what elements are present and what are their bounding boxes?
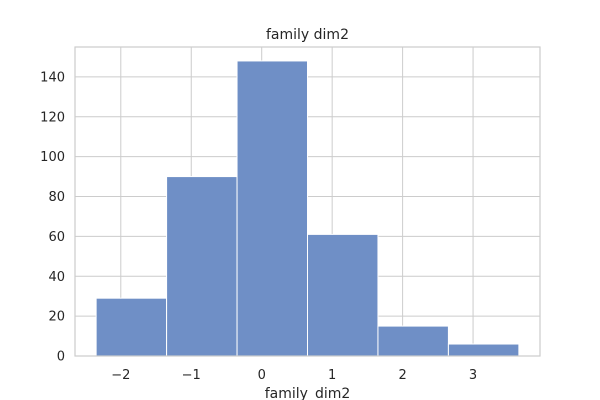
x-axis-label: family_dim2 (265, 386, 351, 400)
histogram-bar (307, 233, 379, 357)
y-tick-label: 140 (40, 70, 65, 85)
tick-labels: 0 20 40 60 80 100 120 140 −2 −1 0 1 2 3 (40, 70, 477, 383)
y-tick-label: 80 (48, 190, 65, 205)
bars (95, 60, 520, 357)
chart-title: family dim2 (266, 27, 349, 43)
y-tick-label: 100 (40, 150, 65, 165)
x-tick-label: −2 (111, 368, 130, 383)
y-tick-label: 0 (57, 350, 65, 365)
histogram-bar (236, 60, 308, 357)
y-tick-label: 60 (48, 230, 65, 245)
y-tick-label: 40 (48, 270, 65, 285)
x-tick-label: 1 (328, 368, 336, 383)
x-tick-label: 3 (469, 368, 477, 383)
y-tick-label: 20 (48, 310, 65, 325)
y-tick-label: 120 (40, 110, 65, 125)
histogram-bar (447, 343, 520, 357)
histogram-bar (95, 297, 168, 357)
plot-frame (74, 46, 541, 357)
x-tick-label: 2 (398, 368, 406, 383)
x-tick-label: −1 (182, 368, 201, 383)
x-tick-label: 0 (258, 368, 266, 383)
histogram-bar (166, 176, 238, 357)
histogram-bar (377, 325, 449, 357)
